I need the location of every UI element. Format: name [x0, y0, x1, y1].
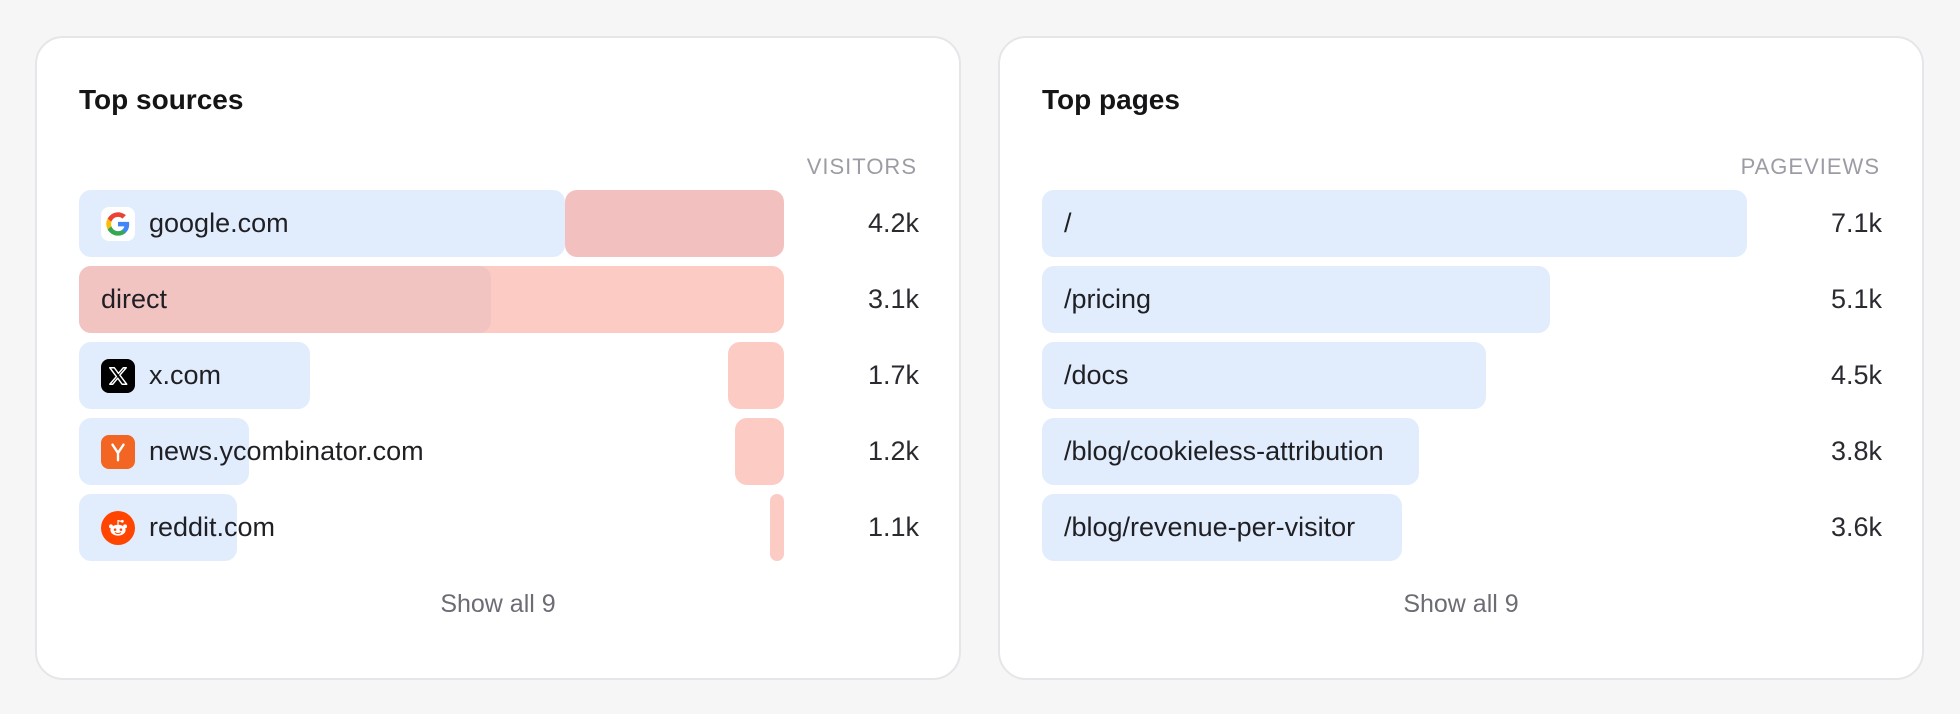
- revenue-bar: [728, 342, 784, 409]
- show-all-sources-button[interactable]: Show all 9: [440, 590, 556, 618]
- visitors-value: 3.1k: [867, 284, 919, 314]
- top-sources-card: Top sources VISITORS google.com 4.2k: [35, 36, 961, 680]
- show-all-pages-button[interactable]: Show all 9: [1403, 590, 1519, 618]
- revenue-bar: [565, 190, 784, 257]
- pageviews-bar: [1042, 342, 1486, 409]
- pageviews-bar: [1042, 266, 1550, 333]
- visitors-bar: [79, 266, 491, 333]
- page-row[interactable]: / 7.1k: [1042, 190, 1882, 257]
- source-row-direct[interactable]: direct 3.1k: [79, 266, 919, 333]
- page-row[interactable]: /docs 4.5k: [1042, 342, 1882, 409]
- revenue-bar: [770, 494, 784, 561]
- top-pages-card: Top pages PAGEVIEWS / 7.1k /pricing 5.1k…: [998, 36, 1924, 680]
- revenue-bar: [735, 418, 784, 485]
- pageviews-bar: [1042, 494, 1402, 561]
- pageviews-value: 3.8k: [1830, 436, 1882, 466]
- reddit-icon: [101, 510, 135, 545]
- page-row[interactable]: /pricing 5.1k: [1042, 266, 1882, 333]
- pageviews-value: 5.1k: [1830, 284, 1882, 314]
- visitors-value: 1.7k: [867, 360, 919, 390]
- source-row-x[interactable]: x.com 1.7k: [79, 342, 919, 409]
- page-label: /blog/revenue-per-visitor: [1064, 512, 1356, 542]
- sources-list: google.com 4.2k direct 3.1k x.com: [79, 190, 919, 570]
- source-row-ycombinator[interactable]: news.ycombinator.com 1.2k: [79, 418, 919, 485]
- visitors-value: 1.1k: [867, 512, 919, 542]
- visitors-column-header: VISITORS: [806, 154, 917, 179]
- pageviews-bar: [1042, 418, 1419, 485]
- visitors-bar: [79, 190, 565, 257]
- source-label: reddit.com: [149, 512, 276, 542]
- ycombinator-icon: [101, 434, 135, 469]
- top-pages-title: Top pages: [1042, 84, 1180, 115]
- google-icon: [101, 206, 135, 241]
- source-label: direct: [101, 284, 168, 314]
- pages-list: / 7.1k /pricing 5.1k /docs 4.5k /blog/co…: [1042, 190, 1882, 570]
- visitors-value: 1.2k: [867, 436, 919, 466]
- page-label: /blog/cookieless-attribution: [1064, 436, 1384, 466]
- source-row-reddit[interactable]: reddit.com 1.1k: [79, 494, 919, 561]
- page-label: /docs: [1064, 360, 1129, 390]
- page-row[interactable]: /blog/cookieless-attribution 3.8k: [1042, 418, 1882, 485]
- source-label: x.com: [149, 360, 222, 390]
- page-label: /: [1064, 208, 1072, 238]
- pageviews-value: 3.6k: [1830, 512, 1882, 542]
- source-label: news.ycombinator.com: [149, 436, 424, 466]
- pageviews-value: 7.1k: [1830, 208, 1882, 238]
- pageviews-column-header: PAGEVIEWS: [1740, 154, 1880, 179]
- pageviews-bar: [1042, 190, 1747, 257]
- source-row-google[interactable]: google.com 4.2k: [79, 190, 919, 257]
- top-sources-title: Top sources: [79, 84, 244, 115]
- pageviews-value: 4.5k: [1830, 360, 1882, 390]
- page-label: /pricing: [1064, 284, 1152, 314]
- page-row[interactable]: /blog/revenue-per-visitor 3.6k: [1042, 494, 1882, 561]
- source-label: google.com: [149, 208, 289, 238]
- visitors-value: 4.2k: [867, 208, 919, 238]
- x-icon: [101, 358, 135, 393]
